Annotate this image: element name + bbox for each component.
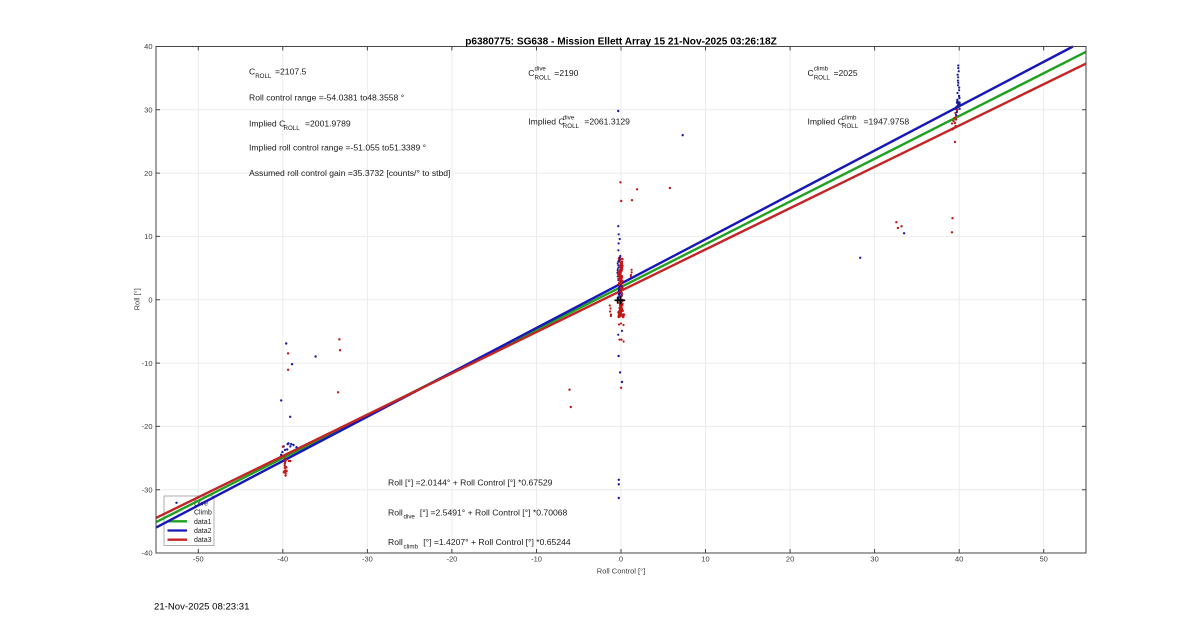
svg-text:0: 0 <box>148 295 152 304</box>
svg-text:=2190: =2190 <box>554 68 578 78</box>
svg-text:ROLL: ROLL <box>814 74 831 81</box>
svg-text:[°] =2.0144° + Roll Control [°: [°] =2.0144° + Roll Control [°] *0.67529 <box>405 478 553 488</box>
svg-text:20: 20 <box>786 555 794 564</box>
svg-text:C: C <box>808 68 814 78</box>
svg-text:data1: data1 <box>194 519 212 526</box>
svg-text:ROLL: ROLL <box>563 123 580 130</box>
svg-text:Roll: Roll <box>388 537 403 547</box>
svg-text:30: 30 <box>144 106 152 115</box>
svg-text:data2: data2 <box>194 528 212 535</box>
svg-text:Climb: Climb <box>194 510 212 517</box>
svg-text:Roll control range =-54.0381 t: Roll control range =-54.0381 to48.3558 ° <box>249 93 404 103</box>
svg-text:[°] =2.5491° + Roll Control [°: [°] =2.5491° + Roll Control [°] *0.70068 <box>420 507 568 517</box>
svg-text:0: 0 <box>619 555 623 564</box>
svg-text:30: 30 <box>870 555 878 564</box>
svg-text:10: 10 <box>701 555 709 564</box>
svg-text:-10: -10 <box>531 555 542 564</box>
svg-text:Assumed roll control gain =35.: Assumed roll control gain =35.3732 [coun… <box>249 168 450 178</box>
svg-text:ROLL: ROLL <box>842 123 859 130</box>
svg-text:p6380775: SG638 - Mission Elle: p6380775: SG638 - Mission Ellett Array 1… <box>465 37 777 48</box>
svg-text:-50: -50 <box>193 555 204 564</box>
svg-text:=1947.9758: =1947.9758 <box>864 117 910 127</box>
svg-text:-30: -30 <box>142 485 153 494</box>
svg-text:[°] =1.4207° + Roll Control [°: [°] =1.4207° + Roll Control [°] *0.65244 <box>423 537 571 547</box>
svg-text:Roll [°]: Roll [°] <box>133 288 142 310</box>
svg-text:50: 50 <box>1040 555 1048 564</box>
svg-text:=2107.5: =2107.5 <box>275 67 307 77</box>
svg-text:=2025: =2025 <box>834 68 858 78</box>
svg-text:Roll: Roll <box>388 507 403 517</box>
svg-text:dive: dive <box>404 514 416 521</box>
svg-text:Roll: Roll <box>388 478 403 488</box>
svg-text:-20: -20 <box>446 555 457 564</box>
svg-text:-10: -10 <box>142 359 153 368</box>
svg-text:climb: climb <box>814 66 829 73</box>
svg-text:Implied C: Implied C <box>249 119 285 129</box>
svg-text:ROLL: ROLL <box>535 74 552 81</box>
svg-text:Implied roll control range =-5: Implied roll control range =-51.055 to51… <box>249 143 426 153</box>
svg-text:10: 10 <box>144 232 152 241</box>
svg-text:climb: climb <box>404 543 419 550</box>
svg-text:40: 40 <box>144 42 152 51</box>
svg-text:20: 20 <box>144 169 152 178</box>
svg-text:-40: -40 <box>142 549 153 558</box>
svg-text:data3: data3 <box>194 537 212 544</box>
svg-text:climb: climb <box>842 114 857 121</box>
svg-text:Roll Control [°]: Roll Control [°] <box>597 567 645 576</box>
svg-text:Implied C: Implied C <box>528 117 564 127</box>
svg-text:C: C <box>528 68 534 78</box>
svg-text:=2001.9789: =2001.9789 <box>305 119 351 129</box>
svg-text:dive: dive <box>535 66 547 73</box>
svg-text:=2061.3129: =2061.3129 <box>584 117 630 127</box>
svg-text:dive: dive <box>563 114 575 121</box>
svg-text:ROLL: ROLL <box>284 125 301 132</box>
svg-text:40: 40 <box>955 555 963 564</box>
svg-text:ROLL: ROLL <box>255 73 272 80</box>
svg-text:-40: -40 <box>277 555 288 564</box>
svg-text:C: C <box>249 67 255 77</box>
svg-text:-30: -30 <box>362 555 373 564</box>
svg-text:Implied C: Implied C <box>808 117 844 127</box>
svg-text:21-Nov-2025 08:23:31: 21-Nov-2025 08:23:31 <box>154 602 249 613</box>
svg-text:-20: -20 <box>142 422 153 431</box>
